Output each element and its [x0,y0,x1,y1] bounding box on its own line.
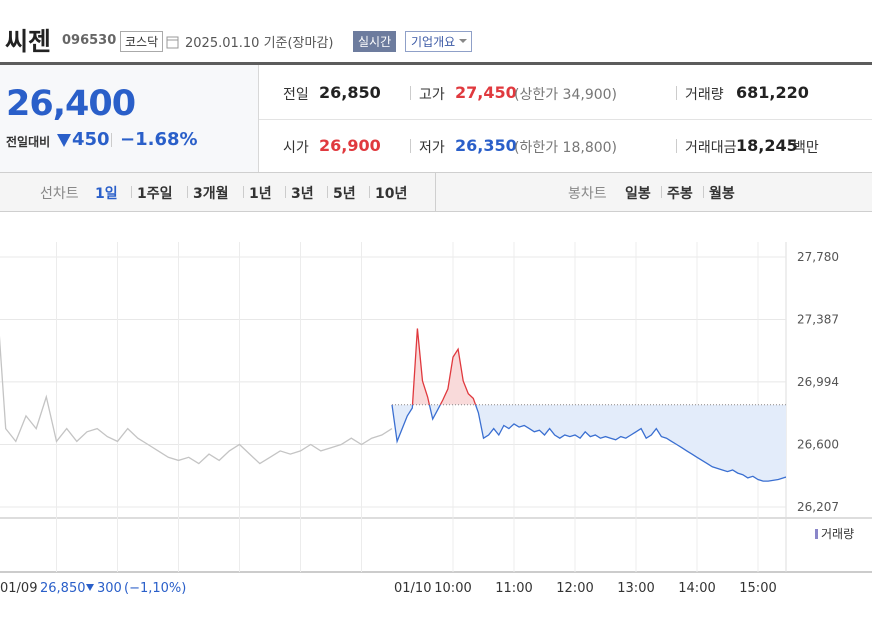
stats-divider [259,119,872,120]
stat-separator [676,86,677,100]
stat-value: 26,350 [455,136,517,155]
dropdown-arrow [459,39,468,47]
prev-change: 300 [97,581,122,596]
price-line-down [391,404,786,482]
stat-label: 거래대금 [685,140,737,156]
prev-down-arrow [86,584,94,591]
stat-value: 26,900 [319,136,381,155]
stat-label: 저가 [419,140,445,156]
tab-bar [0,172,872,212]
tab[interactable]: 1년 [249,186,272,202]
tab-divider [435,173,436,211]
stat-label: 거래량 [685,87,724,103]
tab-separator [285,186,286,198]
overview-button[interactable]: 기업개요 [405,31,473,52]
stat-note: (하한가 18,800) [514,140,618,156]
tab[interactable]: 일봉 [625,186,651,202]
stat-separator [410,139,411,153]
tab[interactable]: 월봉 [709,186,735,202]
tab-separator [661,186,662,198]
candle-chart-label: 봉차트 [568,186,607,202]
x-tick-label: 15:00 [739,581,776,596]
price-line [0,335,393,465]
stat-note: (상한가 34,900) [514,87,618,103]
change-rate: −1.68% [120,129,198,150]
stat-value: 26,850 [319,83,381,102]
tab-separator [369,186,370,198]
overview-text: 기업개요 [411,35,456,49]
tab[interactable]: 3년 [291,186,314,202]
day-label: 01/09 [0,581,37,596]
y-tick-label: 26,600 [797,438,839,452]
x-tick-label: 10:00 [434,581,471,596]
price: 26,400 [6,84,136,124]
stock-code: 096530 [62,33,117,48]
down-arrow [57,134,71,147]
stat-value: 681,220 [736,83,809,102]
tab[interactable]: 1주일 [137,186,173,202]
realtime-button[interactable]: 실시간 [353,31,397,52]
stat-value: 27,450 [455,83,517,102]
stat-value: 18,245 [736,136,798,155]
stock-name: 씨젠 [5,27,52,56]
quote-panel [0,65,259,172]
change-label: 전일대비 [6,135,51,149]
plot [0,328,786,482]
stat-separator [676,139,677,153]
change: 450 [72,129,110,150]
calendar-icon [166,36,179,49]
area-down [392,404,786,482]
day-label: 01/10 [394,581,431,596]
x-tick-label: 13:00 [617,581,654,596]
stat-label: 전일 [283,87,309,103]
stat-unit: 백만 [793,140,819,156]
tab-separator [327,186,328,198]
tab-separator [187,186,188,198]
x-tick-label: 14:00 [678,581,715,596]
tab[interactable]: 5년 [333,186,356,202]
tab[interactable]: 1일 [95,186,118,202]
y-tick-label: 27,387 [797,312,839,326]
stat-label: 고가 [419,87,445,103]
price-line-up [391,328,477,405]
prev-rate: (−1,10%) [124,581,186,596]
tab-separator [243,186,244,198]
stat-separator [410,86,411,100]
tab-separator [131,186,132,198]
x-tick-label: 12:00 [556,581,593,596]
tab[interactable]: 10년 [375,186,408,202]
x-tick-label: 11:00 [495,581,532,596]
chart: 27,780 27,387 26,994 26,600 26,207 10:00 11:00… [0,242,872,596]
market-badge: 코스닥 [120,31,164,52]
date: 2025.01.10 기준(장마감) [185,36,334,51]
area-up [392,328,476,405]
prev-close: 26,850 [40,581,86,596]
volume-legend: 거래량 [821,527,854,541]
header-rule [0,62,872,65]
tab-separator [703,186,704,198]
y-tick-label: 26,994 [797,375,839,389]
volume-legend-swatch [815,529,818,539]
y-tick-label: 26,207 [797,500,839,514]
tab[interactable]: 3개월 [193,186,229,202]
y-tick-label: 27,780 [797,250,839,264]
line-chart-label: 선차트 [40,186,79,202]
stat-label: 시가 [283,140,309,156]
tab[interactable]: 주봉 [667,186,693,202]
